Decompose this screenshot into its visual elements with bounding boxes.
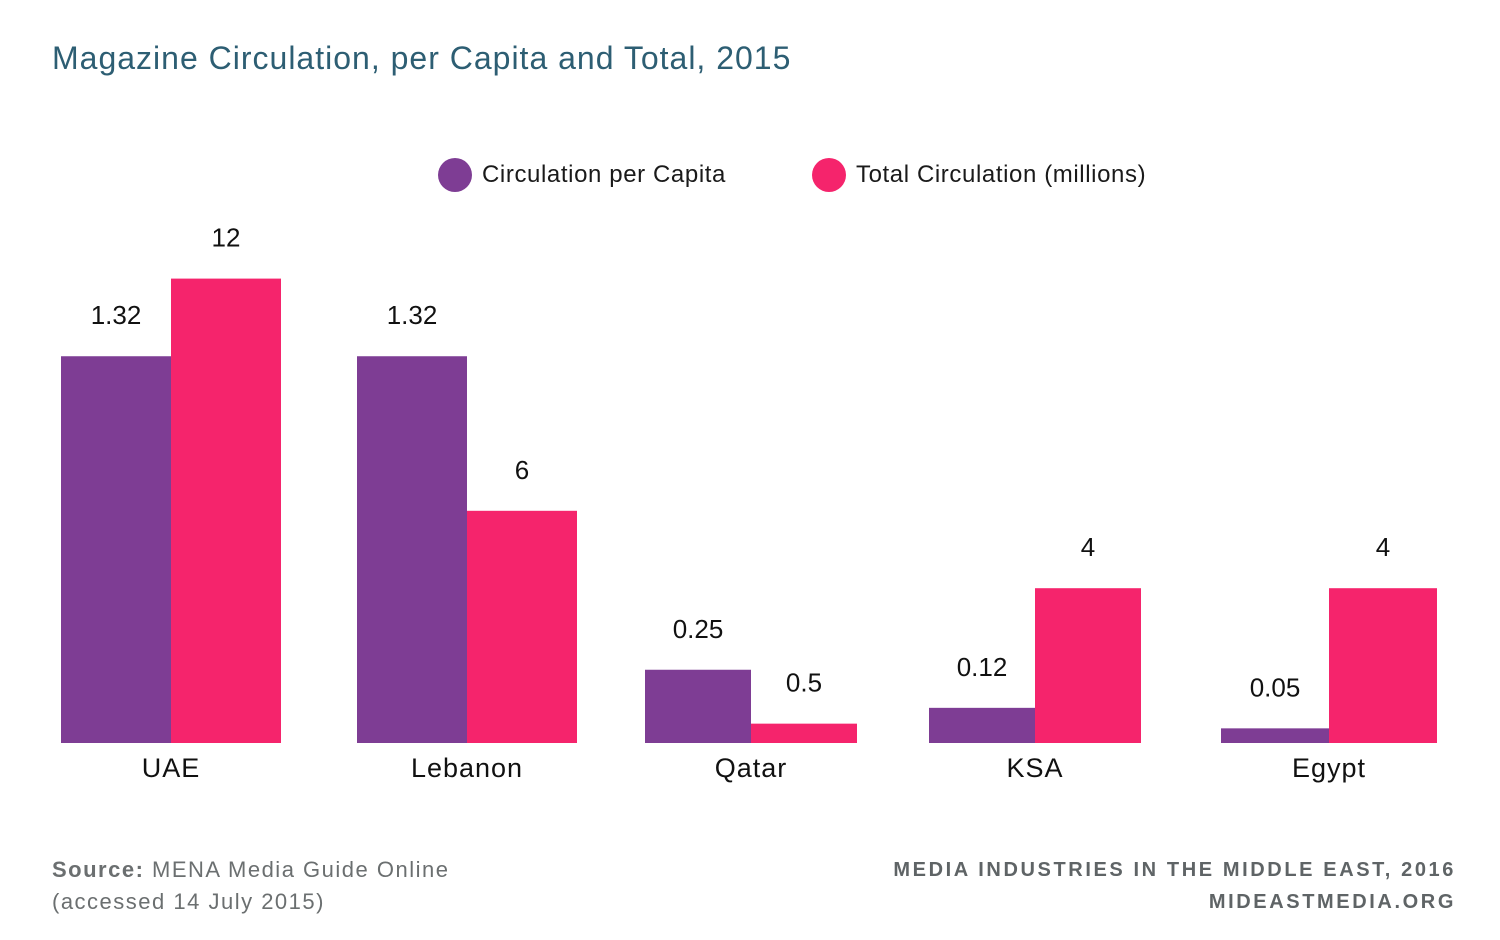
category-label-uae: UAE <box>142 753 201 783</box>
data-label-total-lebanon: 6 <box>515 455 529 485</box>
category-label-qatar: Qatar <box>715 753 788 783</box>
bar-per-capita-ksa <box>929 707 1035 743</box>
data-label-total-egypt: 4 <box>1376 532 1390 562</box>
category-label-lebanon: Lebanon <box>411 753 523 783</box>
category-label-egypt: Egypt <box>1292 753 1366 783</box>
legend-label-per-capita: Circulation per Capita <box>482 161 726 188</box>
data-label-total-uae: 12 <box>212 223 241 253</box>
legend-item-per-capita: Circulation per Capita <box>438 158 726 192</box>
publication-website: MIDEASTMEDIA.ORG <box>1208 891 1456 913</box>
data-label-per-capita-lebanon: 1.32 <box>387 300 438 330</box>
publication-title: MEDIA INDUSTRIES IN THE MIDDLE EAST, 201… <box>893 859 1456 881</box>
data-label-per-capita-egypt: 0.05 <box>1250 672 1301 702</box>
publication-credit: MEDIA INDUSTRIES IN THE MIDDLE EAST, 201… <box>893 854 1456 918</box>
bar-total-lebanon <box>467 510 577 743</box>
chart-legend: Circulation per Capita Total Circulation… <box>438 158 1146 192</box>
bar-total-egypt <box>1329 588 1437 743</box>
bar-per-capita-egypt <box>1221 728 1329 743</box>
legend-swatch-per-capita <box>438 158 472 192</box>
legend-item-total: Total Circulation (millions) <box>811 158 1147 192</box>
data-label-total-ksa: 4 <box>1081 532 1095 562</box>
data-label-total-qatar: 0.5 <box>786 668 822 698</box>
legend-swatch-total <box>811 158 846 192</box>
data-label-per-capita-qatar: 0.25 <box>673 614 724 644</box>
bar-chart: 1.32 12 UAE 1.32 6 Lebanon 0.25 0.5 Qatar 0.12 4 KS… <box>61 223 1437 783</box>
bar-total-ksa <box>1035 588 1141 743</box>
bar-per-capita-lebanon <box>357 356 467 743</box>
source-note: Source: MENA Media Guide Online (accesse… <box>52 854 449 918</box>
source-label: Source: <box>52 857 145 882</box>
bar-total-uae <box>171 278 281 743</box>
source-accessed: (accessed 14 July 2015) <box>52 889 325 914</box>
category-label-ksa: KSA <box>1006 753 1063 783</box>
bar-total-qatar <box>751 723 857 743</box>
bar-per-capita-qatar <box>645 669 751 743</box>
source-text: MENA Media Guide Online <box>152 857 450 882</box>
data-label-per-capita-uae: 1.32 <box>91 300 142 330</box>
bar-per-capita-uae <box>61 356 171 743</box>
chart-title: Magazine Circulation, per Capita and Tot… <box>52 40 792 76</box>
legend-label-total: Total Circulation (millions) <box>855 161 1147 188</box>
data-label-per-capita-ksa: 0.12 <box>957 652 1008 682</box>
